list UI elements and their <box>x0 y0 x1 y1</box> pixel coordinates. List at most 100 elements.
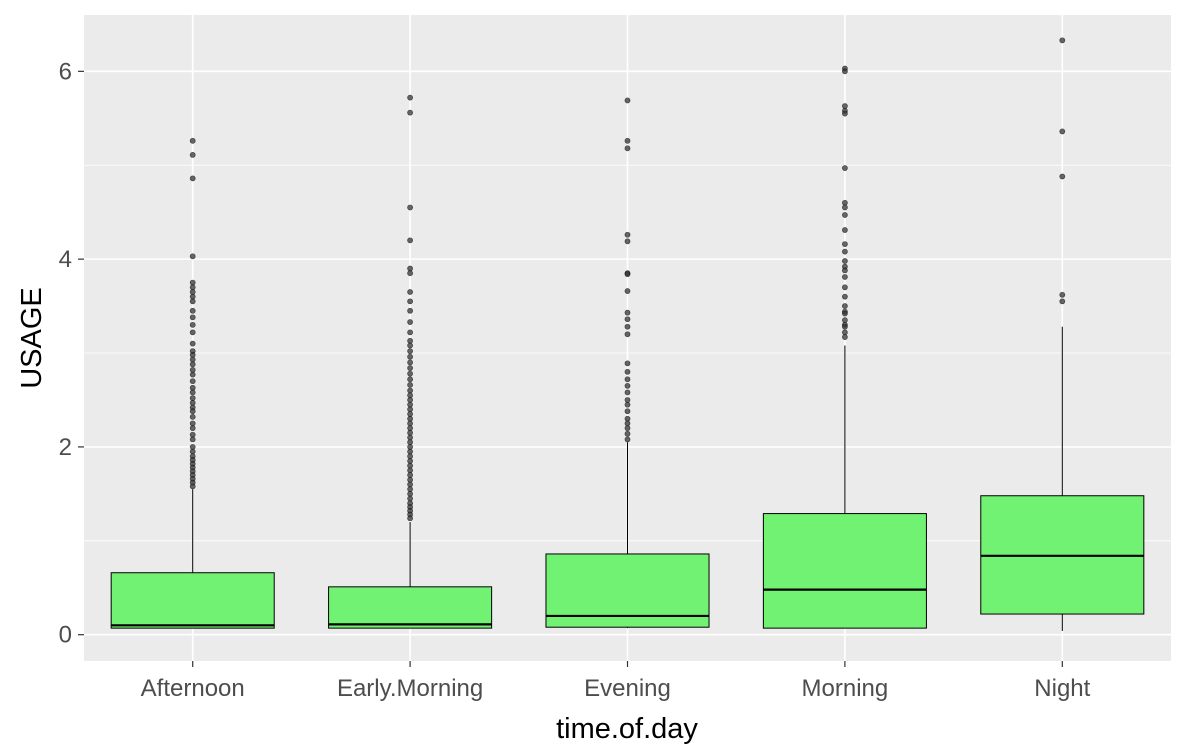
outlier-point <box>189 378 196 385</box>
x-axis-title: time.of.day <box>556 713 698 745</box>
outlier-point <box>407 270 413 277</box>
box-evening <box>545 97 710 629</box>
outlier-point <box>407 298 413 305</box>
outlier-point <box>624 401 631 408</box>
outlier-point <box>842 334 848 340</box>
x-tick-label: Afternoon <box>141 675 245 702</box>
outlier-point <box>842 241 848 248</box>
outlier-point <box>189 307 196 314</box>
outlier-point <box>842 303 848 309</box>
outlier-point <box>624 145 631 152</box>
outlier-point <box>624 137 631 144</box>
outlier-point <box>624 382 631 389</box>
outlier-point <box>624 408 631 415</box>
outlier-point <box>407 359 413 366</box>
box-morning <box>762 65 927 629</box>
outlier-point <box>842 267 848 274</box>
outlier-point <box>624 368 631 375</box>
outlier-point <box>407 376 413 383</box>
outlier-point <box>407 370 413 377</box>
box-night <box>980 37 1145 631</box>
outlier-point <box>842 274 848 280</box>
outlier-point <box>842 68 848 75</box>
outlier-point <box>407 204 413 211</box>
box-early-morning <box>328 94 493 629</box>
outlier-point <box>407 382 413 388</box>
outlier-point <box>842 323 848 330</box>
outlier-point <box>624 389 631 396</box>
outlier-point <box>189 175 196 182</box>
outlier-point <box>407 319 413 325</box>
outlier-point <box>407 342 413 349</box>
x-tick-label: Early.Morning <box>337 675 483 702</box>
outlier-point <box>407 348 413 355</box>
iqr-box <box>328 586 493 629</box>
outlier-point <box>407 515 413 522</box>
outlier-point <box>407 109 413 116</box>
outlier-point <box>624 231 631 238</box>
outlier-point <box>407 353 413 360</box>
y-axis-title: USAGE <box>16 287 48 389</box>
x-axis: Afternoon Early.Morning Evening Morning Nigh… <box>141 661 1091 702</box>
outlier-point <box>624 360 631 367</box>
outlier-point <box>189 425 196 432</box>
outlier-point <box>189 389 196 396</box>
outlier-point <box>624 376 631 383</box>
y-axis: 0 2 4 6 <box>59 58 84 649</box>
x-tick-label: Evening <box>584 675 671 702</box>
outlier-point <box>189 413 196 420</box>
outlier-point <box>842 212 848 218</box>
outlier-point <box>407 94 413 101</box>
outlier-point <box>189 483 196 490</box>
outlier-point <box>189 321 196 328</box>
outlier-point <box>1059 128 1066 135</box>
outlier-point <box>624 425 631 432</box>
outlier-point <box>624 316 631 323</box>
outlier-point <box>624 288 631 294</box>
y-tick-label: 0 <box>59 622 72 649</box>
iqr-box <box>110 572 275 629</box>
outlier-point <box>189 371 196 378</box>
y-tick-label: 4 <box>59 246 72 273</box>
outlier-point <box>189 361 196 368</box>
outlier-point <box>189 408 196 415</box>
outlier-point <box>624 271 631 278</box>
outlier-point <box>407 365 413 371</box>
outlier-point <box>189 137 196 144</box>
outlier-point <box>842 293 848 300</box>
y-tick-label: 6 <box>59 58 72 85</box>
x-tick-label: Night <box>1034 675 1090 702</box>
outlier-point <box>624 238 631 245</box>
outlier-point <box>189 253 196 260</box>
box-series <box>110 37 1145 631</box>
iqr-box <box>762 513 927 629</box>
outlier-point <box>189 436 196 443</box>
outlier-point <box>842 227 848 233</box>
outlier-point <box>407 237 413 244</box>
outlier-point <box>407 329 413 336</box>
outlier-point <box>189 340 196 347</box>
outlier-point <box>624 331 631 338</box>
outlier-point <box>1059 173 1066 180</box>
y-tick-label: 2 <box>59 434 72 461</box>
outlier-point <box>1059 298 1066 305</box>
outlier-point <box>189 314 196 321</box>
outlier-point <box>189 329 196 336</box>
outlier-point <box>407 289 413 295</box>
outlier-point <box>842 310 848 317</box>
outlier-point <box>189 298 196 305</box>
outlier-point <box>842 248 848 255</box>
outlier-point <box>842 110 848 117</box>
outlier-point <box>624 430 631 437</box>
outlier-point <box>624 97 631 104</box>
outlier-point <box>842 165 848 171</box>
outlier-point <box>624 323 631 330</box>
box-afternoon <box>110 137 275 629</box>
outlier-point <box>407 307 413 314</box>
x-tick-label: Morning <box>802 675 889 702</box>
outlier-point <box>624 309 631 316</box>
outlier-point <box>842 258 848 264</box>
outlier-point <box>1059 37 1066 44</box>
outlier-point <box>842 204 848 211</box>
